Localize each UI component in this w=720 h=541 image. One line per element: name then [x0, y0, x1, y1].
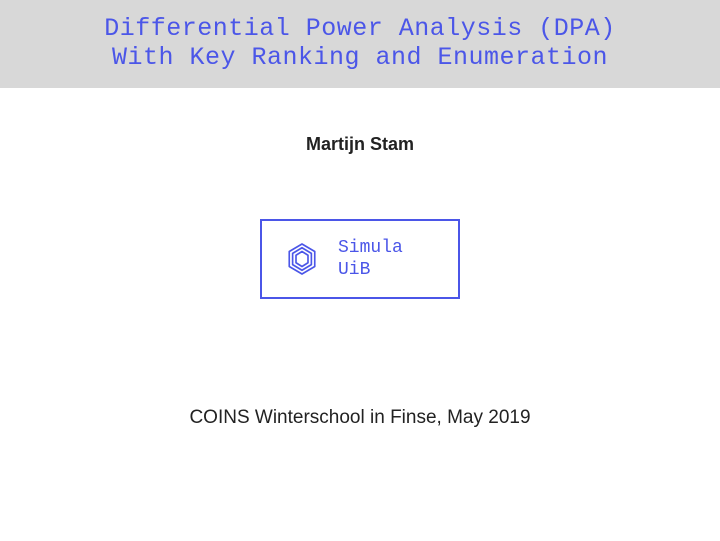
logo-container: Simula UiB: [0, 219, 720, 299]
title-line-2: With Key Ranking and Enumeration: [10, 43, 710, 72]
logo-text: Simula UiB: [338, 237, 403, 282]
author-name: Martijn Stam: [0, 134, 720, 155]
footer-text: COINS Winterschool in Finse, May 2019: [0, 407, 720, 429]
simula-hexagon-icon: [284, 241, 320, 277]
logo-text-line-2: UiB: [338, 259, 403, 282]
title-line-1: Differential Power Analysis (DPA): [10, 14, 710, 43]
logo-text-line-1: Simula: [338, 237, 403, 260]
logo-box: Simula UiB: [260, 219, 460, 299]
title-bar: Differential Power Analysis (DPA) With K…: [0, 0, 720, 88]
